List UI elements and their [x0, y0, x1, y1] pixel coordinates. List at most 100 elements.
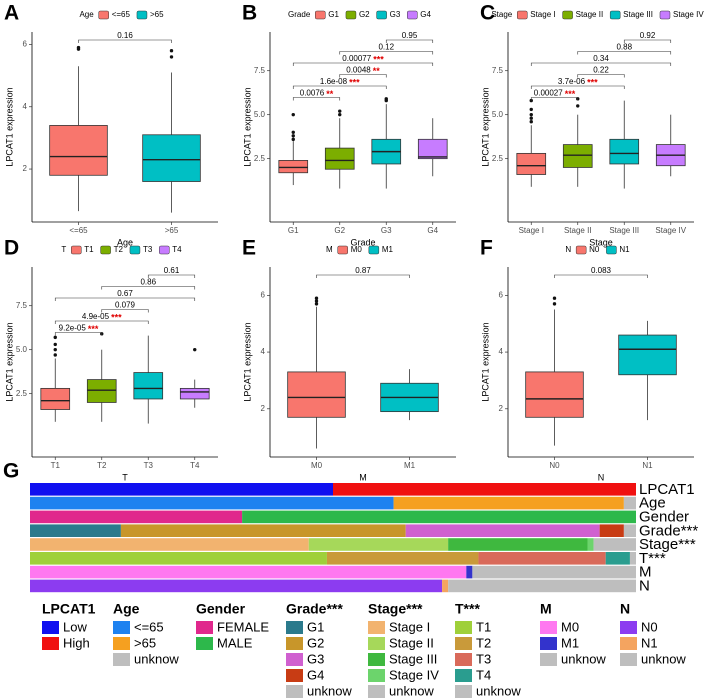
- legend-label: T2: [114, 245, 124, 254]
- x-tick-label: T2: [97, 461, 107, 470]
- panel-label: F: [480, 237, 493, 260]
- legend-label: Stage I: [389, 619, 430, 634]
- p-value: 0.083: [591, 266, 612, 275]
- legend-title: Stage***: [368, 601, 423, 617]
- p-value: 0.00027: [534, 89, 563, 98]
- y-axis-title: LPCAT1 expression: [242, 322, 252, 401]
- y-tick-label: 2: [261, 404, 266, 413]
- legend-swatch: [376, 10, 387, 20]
- box: [525, 371, 584, 418]
- legend-swatch: [286, 669, 303, 682]
- outlier: [291, 130, 295, 134]
- x-axis-title: Stage: [589, 237, 613, 247]
- box: [417, 138, 448, 160]
- legend-label: <=65: [112, 10, 131, 19]
- box: [86, 379, 117, 403]
- legend-title: Age: [113, 601, 140, 617]
- track-segment: [30, 579, 443, 593]
- comparison-bracket: [530, 85, 625, 89]
- legend-swatch: [620, 621, 637, 634]
- p-value: 0.0048: [346, 66, 371, 75]
- outlier: [529, 107, 533, 112]
- box: [324, 147, 355, 170]
- legend-label: G2: [307, 635, 324, 650]
- x-tick-label: >65: [165, 226, 179, 235]
- legend-label: Stage III: [389, 651, 437, 666]
- legend-label: T3: [143, 245, 153, 254]
- y-tick-label: 4: [23, 102, 28, 111]
- track-label: LPCAT1: [639, 481, 695, 498]
- y-tick-label: 5.0: [254, 110, 266, 119]
- legend-swatch: [42, 637, 59, 650]
- legend-swatch: [113, 653, 130, 666]
- x-tick-label: G2: [334, 226, 345, 235]
- y-tick-label: 2: [23, 164, 28, 173]
- outlier: [552, 296, 557, 300]
- track-segment: [442, 579, 449, 593]
- outlier: [314, 299, 319, 303]
- comparison-bracket: [530, 62, 672, 66]
- legend: T T1 T2 T3 T4: [61, 245, 182, 255]
- y-tick-label: 7.5: [254, 66, 266, 75]
- legend-label: unknow: [134, 651, 179, 666]
- x-tick-label: T1: [51, 461, 61, 470]
- legend-swatch: [286, 653, 303, 666]
- y-tick-label: 6: [261, 290, 266, 299]
- comparison-bracket: [292, 62, 434, 66]
- legend-swatch: [315, 10, 326, 20]
- legend-label: T3: [476, 651, 491, 666]
- x-tick-label: G1: [288, 226, 299, 235]
- legend-swatch: [368, 245, 380, 255]
- legend-label: Stage IV: [673, 10, 704, 19]
- outlier: [193, 347, 197, 352]
- outlier: [529, 120, 533, 124]
- legend: M M0 M1: [326, 245, 394, 255]
- track-segment: [333, 483, 636, 496]
- significance-stars: ***: [349, 77, 360, 87]
- legend-swatch: [516, 10, 528, 20]
- outlier: [169, 48, 174, 53]
- legend: Stage Stage I Stage II Stage III Stage IV: [491, 10, 704, 20]
- comparison-bracket: [339, 74, 387, 78]
- legend-title: T: [61, 245, 66, 254]
- outlier: [291, 134, 295, 138]
- legend-label: High: [63, 635, 90, 650]
- p-value: 0.22: [593, 66, 609, 75]
- x-axis-title: M: [359, 472, 367, 482]
- legend-swatch: [368, 669, 385, 682]
- legend-label: N0: [641, 619, 658, 634]
- track-segment: [587, 538, 594, 551]
- y-tick-label: 6: [23, 40, 28, 49]
- legend-swatch: [337, 245, 348, 255]
- legend-label: Stage II: [576, 10, 604, 19]
- p-value: 0.12: [378, 43, 394, 52]
- p-value: 0.87: [355, 266, 371, 275]
- significance-stars: **: [326, 89, 334, 99]
- track-label: M: [639, 564, 652, 581]
- p-value: 0.67: [117, 289, 133, 298]
- outlier: [53, 342, 57, 347]
- track-label: N: [639, 577, 650, 594]
- legend-title: N: [620, 601, 630, 617]
- legend-swatch: [286, 685, 303, 698]
- comparison-bracket: [530, 97, 579, 101]
- legend-swatch: [575, 245, 587, 255]
- p-value: 0.86: [140, 278, 156, 287]
- significance-stars: ***: [587, 77, 598, 87]
- p-value: 0.61: [164, 266, 180, 275]
- comparison-bracket: [101, 286, 196, 290]
- track-segment: [30, 552, 327, 565]
- panel-label: E: [242, 237, 256, 260]
- legend-label: M0: [561, 619, 579, 634]
- legend-swatch: [368, 685, 385, 698]
- y-tick-label: 6: [499, 290, 504, 299]
- x-axis-title: Grade: [350, 237, 375, 247]
- legend-label: Stage III: [623, 10, 653, 19]
- track-segment: [605, 552, 630, 565]
- p-value: 0.0076: [300, 89, 325, 98]
- legend-label: G1: [307, 619, 324, 634]
- x-tick-label: M0: [311, 461, 323, 470]
- legend-swatch: [609, 10, 621, 20]
- legend-label: Stage I: [530, 10, 555, 19]
